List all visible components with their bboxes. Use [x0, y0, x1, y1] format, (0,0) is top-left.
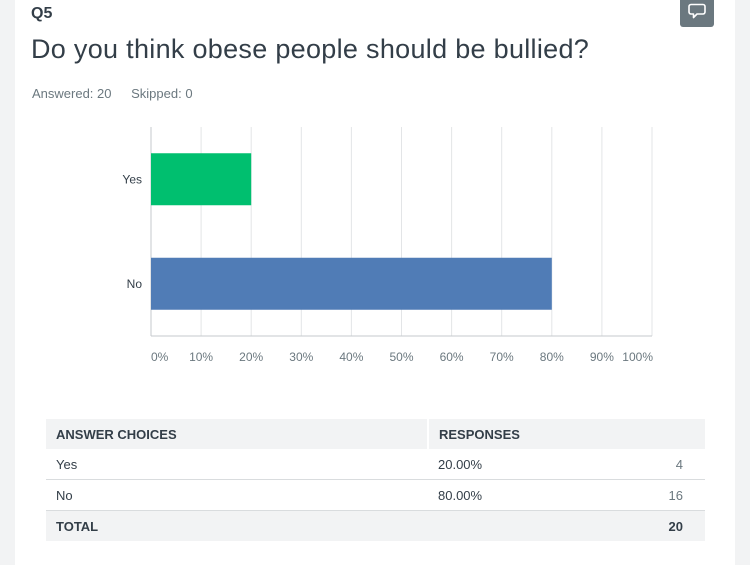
- x-tick-label: 90%: [590, 350, 614, 364]
- table-row: No 80.00% 16: [46, 479, 705, 511]
- bar-no: [151, 257, 552, 310]
- total-label: TOTAL: [46, 510, 428, 541]
- category-label: No: [127, 277, 143, 291]
- header-answer-choices: ANSWER CHOICES: [46, 419, 428, 449]
- question-title: Do you think obese people should be bull…: [31, 34, 590, 64]
- right-margin-strip: [735, 0, 750, 565]
- row-choice: No: [46, 479, 428, 511]
- row-percent: 80.00%: [428, 479, 589, 511]
- total-spacer: [428, 510, 589, 541]
- x-tick-label: 30%: [289, 350, 313, 364]
- table-row: Yes 20.00% 4: [46, 449, 705, 480]
- skipped-count: Skipped: 0: [131, 86, 193, 101]
- x-tick-label: 0%: [151, 350, 169, 364]
- speech-bubble-icon: [688, 3, 706, 24]
- row-count: 4: [588, 449, 705, 480]
- x-tick-label: 10%: [189, 350, 213, 364]
- x-tick-label: 100%: [622, 350, 653, 364]
- responses-table: ANSWER CHOICES RESPONSES Yes 20.00% 4 No…: [46, 419, 705, 541]
- row-count: 16: [588, 479, 705, 511]
- x-tick-label: 60%: [440, 350, 464, 364]
- header-responses: RESPONSES: [427, 419, 705, 449]
- x-tick-label: 50%: [389, 350, 413, 364]
- table-total-row: TOTAL 20: [46, 510, 705, 541]
- x-tick-label: 20%: [239, 350, 263, 364]
- table-header-row: ANSWER CHOICES RESPONSES: [46, 419, 705, 449]
- question-number: Q5: [31, 5, 53, 22]
- row-percent: 20.00%: [428, 449, 589, 480]
- row-choice: Yes: [46, 449, 428, 480]
- x-tick-label: 80%: [540, 350, 564, 364]
- category-label: Yes: [122, 172, 142, 186]
- x-tick-label: 70%: [490, 350, 514, 364]
- bar-chart: 0% 10% 20% 30% 40% 50% 60% 70% 80% 90% 100% Yes No: [122, 127, 653, 364]
- comment-button[interactable]: [680, 0, 714, 27]
- response-stats: Answered: 20 Skipped: 0: [32, 86, 193, 101]
- answered-count: Answered: 20: [32, 86, 112, 101]
- x-tick-label: 40%: [339, 350, 363, 364]
- left-margin-strip: [0, 0, 15, 565]
- bar-yes: [151, 153, 252, 206]
- total-count: 20: [588, 510, 705, 541]
